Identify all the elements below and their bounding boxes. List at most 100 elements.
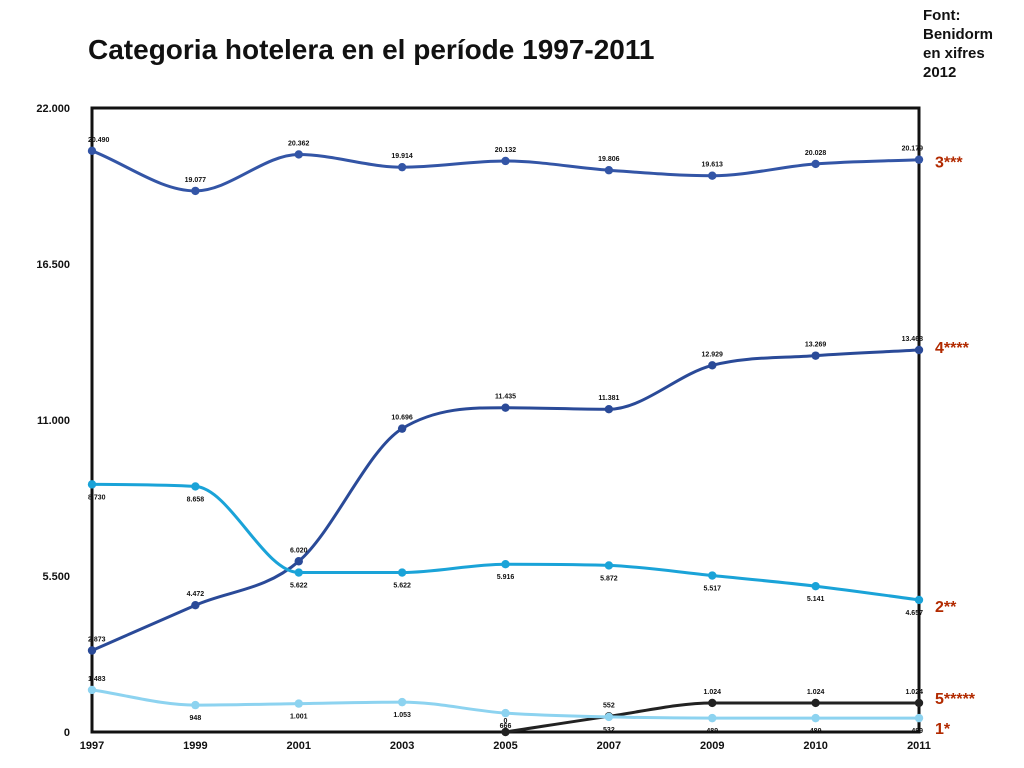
data-point-3-stars [294, 150, 303, 159]
data-point-1-stars [604, 712, 614, 722]
data-point-5-stars [811, 698, 820, 708]
data-label-3-stars: 20.362 [288, 140, 310, 147]
data-point-4-stars [191, 600, 200, 610]
data-point-4-stars [294, 557, 303, 566]
source-line: 2012 [923, 64, 957, 81]
data-label-2-stars: 5.916 [497, 574, 515, 581]
data-point-4-stars [397, 424, 407, 433]
data-point-3-stars [604, 166, 614, 175]
data-point-3-stars [87, 146, 97, 156]
data-point-4-stars [811, 351, 820, 360]
x-tick-label: 2010 [803, 740, 827, 752]
data-point-4-stars [914, 345, 924, 355]
data-point-2-stars [708, 571, 717, 580]
data-label-5-stars: 552 [603, 702, 615, 709]
data-label-1-stars: 532 [603, 727, 615, 734]
data-point-2-stars [191, 482, 200, 491]
data-label-2-stars: 8.730 [88, 494, 106, 501]
data-label-4-stars: 4.472 [187, 591, 205, 598]
data-label-2-stars: 8.658 [187, 496, 205, 503]
data-label-1-stars: 1.053 [393, 712, 411, 719]
data-point-3-stars [811, 159, 820, 169]
data-point-1-stars [397, 697, 407, 707]
data-point-1-stars [501, 708, 510, 718]
data-point-4-stars [87, 646, 97, 655]
data-point-1-stars [708, 713, 717, 723]
x-tick-label: 2003 [390, 740, 414, 752]
plot-frame [90, 106, 921, 734]
chart-title: Categoria hotelera en el període 1997-20… [88, 34, 655, 65]
series-line-2-stars [90, 482, 921, 602]
x-tick-label: 2011 [907, 740, 931, 752]
y-tick-label: 11.000 [37, 415, 70, 427]
data-label-3-stars: 19.077 [185, 177, 207, 184]
data-point-1-stars [294, 699, 303, 708]
data-label-1-stars: 1.001 [290, 714, 308, 721]
data-point-1-stars [87, 685, 97, 695]
series-name-3-stars: 3*** [935, 155, 963, 172]
series-name-4-stars: 4**** [935, 340, 970, 357]
data-label-2-stars: 5.141 [807, 596, 825, 603]
data-point-1-stars [191, 700, 200, 710]
data-label-2-stars: 4.657 [905, 610, 923, 617]
data-point-2-stars [604, 561, 614, 570]
data-label-3-stars: 19.806 [598, 156, 620, 163]
data-point-5-stars [708, 698, 717, 708]
series-line-4-stars [90, 348, 921, 652]
data-label-2-stars: 5.517 [703, 586, 721, 593]
data-label-4-stars: 11.435 [495, 394, 516, 401]
data-label-1-stars: 489 [911, 728, 923, 735]
data-point-4-stars [708, 361, 717, 370]
data-point-3-stars [708, 171, 717, 180]
data-point-2-stars [501, 560, 510, 569]
data-label-1-stars: 489 [706, 728, 718, 735]
y-tick-label: 0 [64, 727, 70, 739]
data-label-5-stars: 1.024 [905, 689, 923, 696]
data-point-3-stars [914, 155, 924, 164]
source-line: Font: [923, 7, 961, 24]
data-point-1-stars [811, 713, 820, 723]
data-label-2-stars: 5.872 [600, 575, 618, 582]
x-tick-label: 1999 [183, 740, 207, 752]
y-tick-label: 22.000 [36, 103, 70, 115]
data-label-2-stars: 5.622 [290, 583, 308, 590]
data-label-5-stars: 0 [504, 718, 508, 725]
x-tick-label: 2005 [493, 740, 517, 752]
series-name-5-stars: 5***** [935, 691, 976, 708]
data-label-4-stars: 12.929 [702, 351, 724, 358]
series-name-1-stars: 1* [935, 721, 951, 738]
data-label-4-stars: 13.269 [805, 342, 827, 349]
data-point-2-stars [914, 595, 924, 605]
source-line: en xifres [923, 45, 985, 62]
data-label-3-stars: 20.028 [805, 150, 827, 157]
y-tick-label: 16.500 [36, 259, 70, 271]
data-label-4-stars: 13.468 [902, 336, 924, 343]
data-label-4-stars: 11.381 [598, 395, 619, 402]
data-point-4-stars [604, 404, 614, 414]
data-label-5-stars: 1.024 [807, 689, 825, 696]
data-label-2-stars: 5.622 [393, 583, 411, 590]
data-point-3-stars [191, 186, 200, 196]
data-label-1-stars: 1.483 [88, 676, 106, 683]
data-label-4-stars: 2.873 [88, 637, 106, 644]
data-label-3-stars: 19.613 [702, 162, 724, 169]
source-line: Benidorm [923, 26, 994, 43]
data-label-3-stars: 19.914 [391, 153, 413, 160]
data-point-5-stars [501, 727, 510, 737]
source-note: Font: Benidorm en xifres 2012 [923, 6, 1019, 82]
data-label-3-stars: 20.490 [88, 137, 110, 144]
data-point-4-stars [501, 403, 510, 412]
data-label-3-stars: 20.179 [902, 146, 924, 153]
x-tick-label: 2009 [700, 740, 724, 752]
x-tick-label: 1997 [80, 740, 104, 752]
data-label-5-stars: 1.024 [703, 689, 721, 696]
data-point-3-stars [501, 156, 510, 166]
x-tick-label: 2007 [597, 740, 621, 752]
series-name-2-stars: 2** [935, 599, 957, 616]
data-point-2-stars [397, 568, 407, 577]
data-point-5-stars [914, 698, 924, 708]
x-tick-label: 2001 [287, 740, 311, 752]
data-point-1-stars [914, 713, 924, 723]
y-tick-label: 5.500 [42, 571, 70, 583]
